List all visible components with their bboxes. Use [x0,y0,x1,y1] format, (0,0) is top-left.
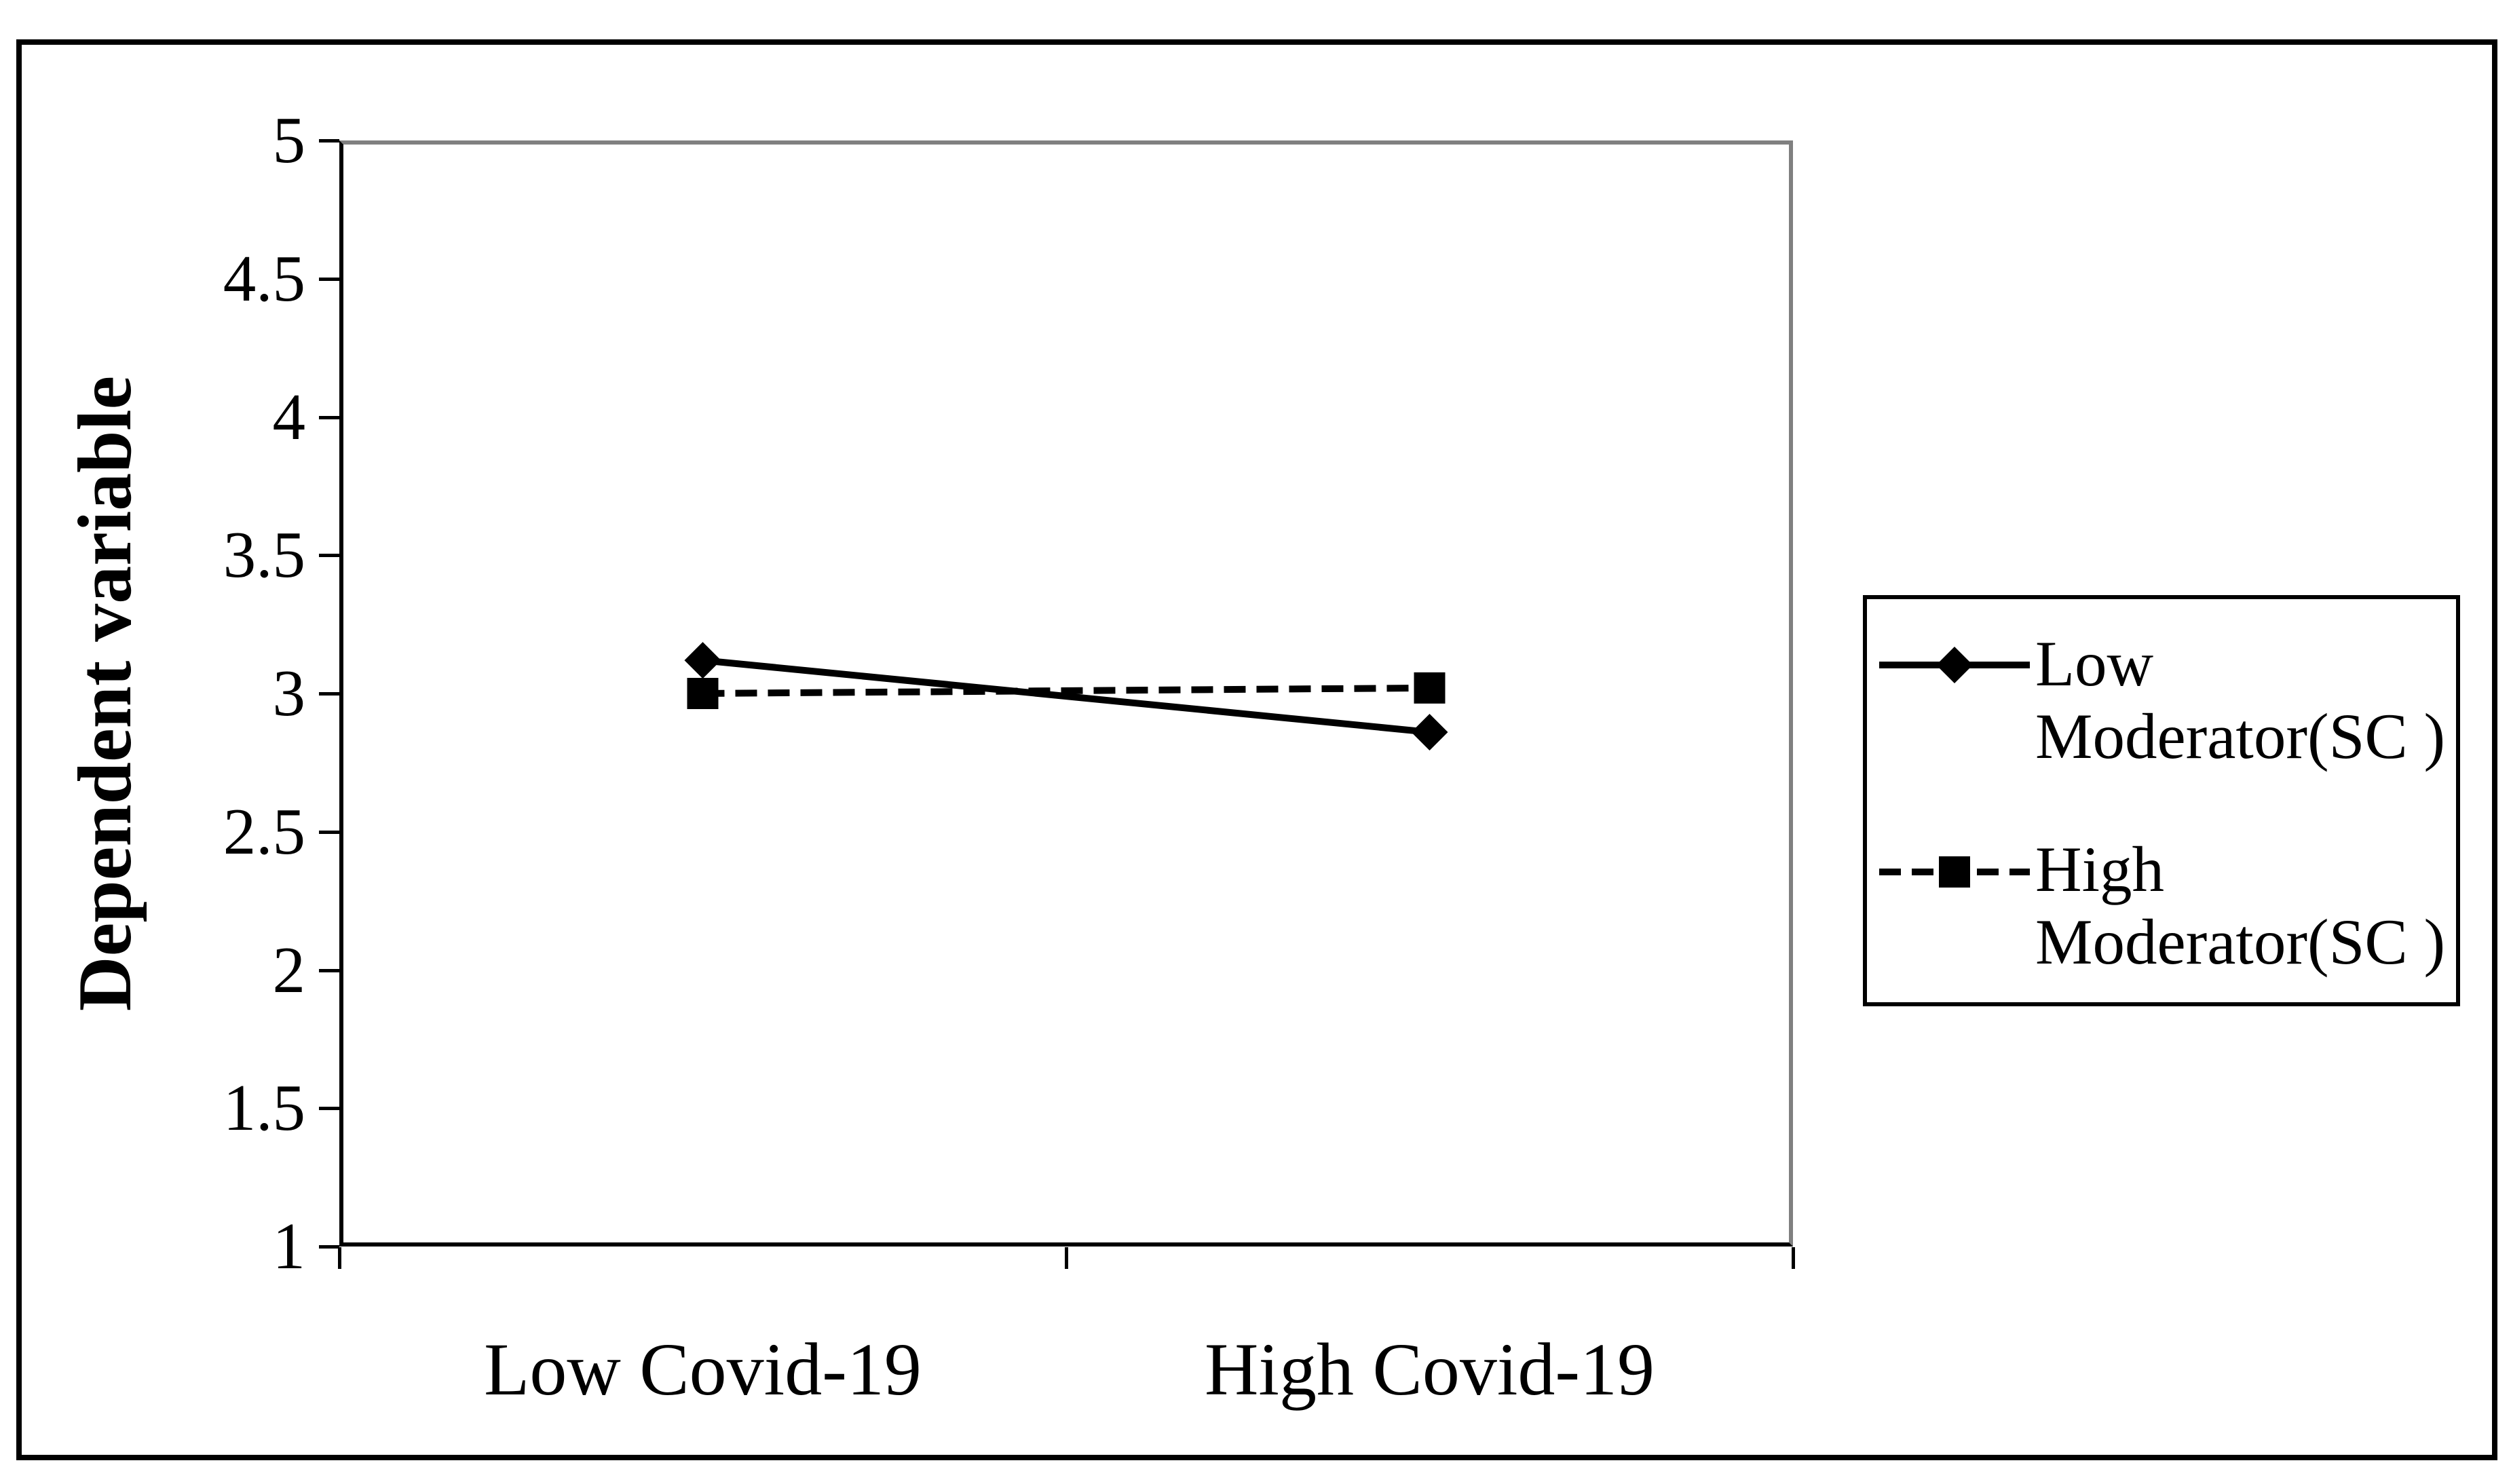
y-tick-mark [319,139,339,142]
figure-border [16,39,2497,1460]
legend-label: Low Moderator(SC ) [2035,628,2445,773]
y-tick-label: 2 [272,933,306,1006]
legend-marker-square [1879,856,2030,888]
diamond-marker [1411,714,1448,751]
legend-box: Low Moderator(SC ) High Moderator(SC ) [1863,595,2460,1006]
y-tick-label: 3 [272,657,306,729]
y-tick-label: 4 [272,380,306,453]
series-line-dashed [702,684,1430,697]
diamond-marker [1936,647,1973,683]
y-tick-mark [319,692,339,696]
series-line-solid [702,657,1430,736]
y-tick-label: 3.5 [223,518,305,592]
x-category-label: High Covid-19 [1204,1328,1655,1411]
y-tick-mark [319,830,339,834]
y-tick-mark [319,415,339,419]
square-marker [687,678,719,709]
legend-label: High Moderator(SC ) [2035,833,2445,978]
square-marker [1414,672,1446,704]
y-tick-mark [319,1245,339,1249]
y-tick-label: 1.5 [223,1071,305,1145]
x-tick-mark [1065,1247,1068,1269]
y-tick-label: 1 [272,1210,306,1282]
x-tick-mark [338,1247,341,1269]
y-tick-label: 5 [272,104,306,176]
y-tick-label: 4.5 [223,242,305,315]
y-tick-label: 2.5 [223,795,305,868]
legend-label-line: Moderator(SC ) [2035,700,2446,772]
legend-marker-diamond [1879,647,2030,683]
y-tick-mark [319,277,339,281]
y-tick-mark [319,968,339,972]
legend-label-line: High [2035,833,2164,905]
y-tick-mark [319,1107,339,1111]
y-tick-mark [319,554,339,558]
x-category-label: Low Covid-19 [484,1328,922,1411]
x-tick-mark [1792,1247,1795,1269]
legend-label-line: Moderator(SC ) [2035,906,2446,978]
diamond-marker [684,642,721,679]
square-marker [1939,856,1970,888]
legend-label-line: Low [2035,628,2154,700]
